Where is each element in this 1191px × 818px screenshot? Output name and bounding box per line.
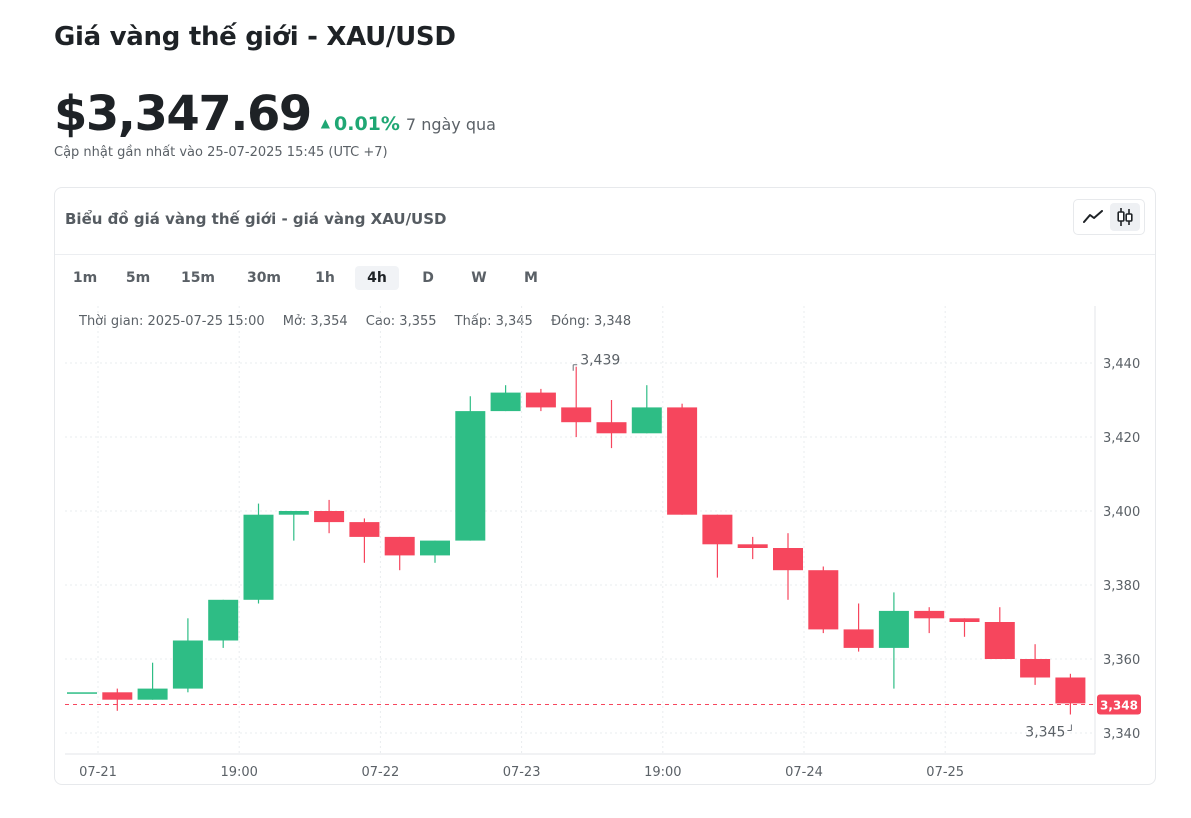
candle-body[interactable] <box>420 540 450 556</box>
y-tick-label: 3,340 <box>1103 727 1140 742</box>
y-tick-label: 3,380 <box>1103 579 1140 594</box>
card-divider <box>55 254 1155 255</box>
candle-body[interactable] <box>525 392 556 408</box>
last-price-label: 3,348 <box>1100 699 1138 713</box>
candle-body[interactable] <box>737 544 768 548</box>
candle-body[interactable] <box>1020 659 1051 678</box>
price-change-percent: 0.01% <box>334 113 400 135</box>
low-marker-icon <box>1067 724 1072 731</box>
y-tick-label: 3,420 <box>1103 431 1140 446</box>
tab-timeframe-30m[interactable]: 30m <box>246 270 282 286</box>
candlestick-icon <box>1117 208 1133 226</box>
candle-body[interactable] <box>843 629 874 648</box>
candle-body[interactable] <box>349 522 380 537</box>
ohlc-close: Đóng: 3,348 <box>550 314 632 329</box>
candle-body[interactable] <box>384 536 415 556</box>
candle-body[interactable] <box>137 688 168 700</box>
tab-timeframe-w[interactable]: W <box>471 270 487 286</box>
chart-type-toggle <box>1073 199 1145 235</box>
candle-body[interactable] <box>208 599 239 641</box>
tab-timeframe-d[interactable]: D <box>422 270 434 286</box>
tab-timeframe-1m[interactable]: 1m <box>72 270 98 286</box>
high-annotation-label: 3,439 <box>580 353 620 369</box>
line-chart-button[interactable] <box>1078 203 1108 231</box>
tab-timeframe-5m[interactable]: 5m <box>125 270 151 286</box>
change-period: 7 ngày qua <box>405 115 496 134</box>
y-tick-label: 3,440 <box>1103 357 1140 372</box>
timeframe-tabs: 1m 5m 15m 30m 1h 4h D W M <box>65 266 561 290</box>
candle-body[interactable] <box>596 422 627 434</box>
candle-body[interactable] <box>561 407 592 423</box>
candle-body[interactable] <box>949 618 980 622</box>
candle-body[interactable] <box>914 610 945 619</box>
price-summary: $3,347.69 ▲ 0.01% 7 ngày qua <box>54 86 496 142</box>
ohlc-info: Thời gian: 2025-07-25 15:00 Mở: 3,354 Ca… <box>79 314 645 329</box>
y-tick-label: 3,360 <box>1103 653 1140 668</box>
candle-body[interactable] <box>667 407 698 515</box>
candle-body[interactable] <box>490 392 521 412</box>
candle-body[interactable] <box>878 610 909 648</box>
current-price: $3,347.69 <box>54 86 312 142</box>
candle-body[interactable] <box>631 407 662 434</box>
candlestick-chart[interactable]: 3,340 3,360 3,380 3,400 3,420 3,440 07-21 19:00… <box>55 188 1155 784</box>
chart-card-title: Biểu đồ giá vàng thế giới - giá vàng XAU… <box>65 210 447 228</box>
y-tick-label: 3,400 <box>1103 505 1140 520</box>
x-tick-label: 07-24 <box>785 765 823 780</box>
chart-card: Biểu đồ giá vàng thế giới - giá vàng XAU… <box>54 187 1156 785</box>
ohlc-low: Thấp: 3,345 <box>454 314 533 329</box>
candle-body[interactable] <box>455 411 486 541</box>
low-annotation-label: 3,345 <box>1025 725 1065 741</box>
tab-timeframe-4h[interactable]: 4h <box>355 266 399 290</box>
candle-body[interactable] <box>808 570 839 630</box>
candle-body[interactable] <box>314 511 345 523</box>
tab-timeframe-1h[interactable]: 1h <box>315 270 335 286</box>
candle-body[interactable] <box>984 622 1015 659</box>
last-price-badge <box>1097 694 1141 715</box>
tab-timeframe-15m[interactable]: 15m <box>180 270 216 286</box>
line-chart-icon <box>1083 210 1103 223</box>
candlestick-chart-button[interactable] <box>1110 203 1140 231</box>
ohlc-open: Mở: 3,354 <box>282 314 348 329</box>
caret-up-icon: ▲ <box>320 116 330 130</box>
x-tick-label: 07-22 <box>362 765 400 780</box>
ohlc-high: Cao: 3,355 <box>365 314 437 329</box>
high-marker-icon <box>572 364 578 371</box>
tab-timeframe-m[interactable]: M <box>524 270 538 286</box>
candle-body[interactable] <box>172 640 203 689</box>
candle-body[interactable] <box>773 548 803 571</box>
x-tick-label: 07-25 <box>926 765 964 780</box>
x-tick-label: 07-21 <box>79 765 117 780</box>
candle-body[interactable] <box>243 514 274 600</box>
page-title: Giá vàng thế giới - XAU/USD <box>54 22 456 52</box>
x-tick-label: 19:00 <box>644 765 681 780</box>
candle-body[interactable] <box>67 692 97 694</box>
x-tick-label: 07-23 <box>503 765 541 780</box>
candle-body[interactable] <box>702 514 733 545</box>
last-updated: Cập nhật gần nhất vào 25-07-2025 15:45 (… <box>54 145 388 160</box>
candle-body[interactable] <box>1055 677 1086 704</box>
candle-body[interactable] <box>102 692 133 700</box>
x-tick-label: 19:00 <box>220 765 257 780</box>
ohlc-time: Thời gian: 2025-07-25 15:00 <box>79 314 265 329</box>
candle-body[interactable] <box>278 511 309 515</box>
